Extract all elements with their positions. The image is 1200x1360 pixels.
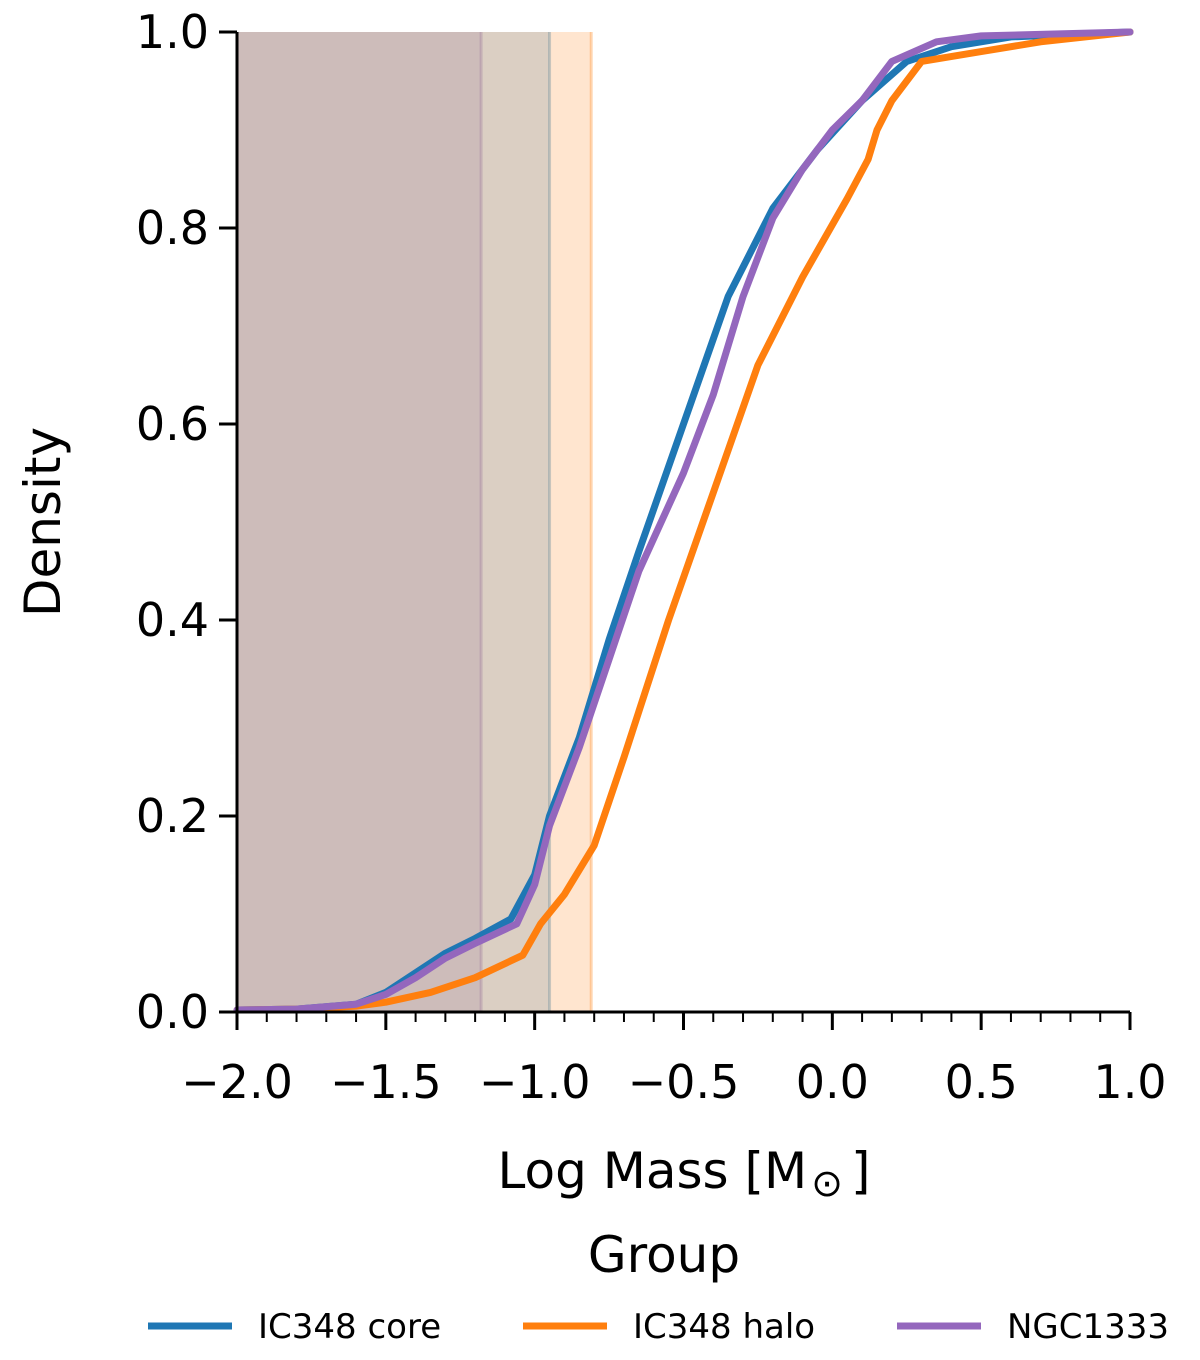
y-tick-label: 1.0 [136, 5, 209, 59]
y-axis-title: Density [14, 427, 72, 617]
y-tick-label: 0.8 [136, 201, 209, 255]
x-tick-label: 1.0 [1093, 1055, 1166, 1109]
x-ticks: −2.0 −1.5 −1.0 −0.5 0.0 0.5 1.0 [181, 1012, 1167, 1109]
y-tick-label: 0.6 [136, 397, 209, 451]
x-tick-label: −0.5 [628, 1055, 740, 1109]
y-tick-label: 0.4 [136, 593, 209, 647]
x-tick-label: 0.5 [945, 1055, 1018, 1109]
legend-title: Group [588, 1226, 740, 1284]
shaded-region-0 [237, 32, 482, 1012]
series-line-ngc1333 [233, 28, 1134, 1014]
legend: IC348 core IC348 halo NGC1333 [148, 1307, 1169, 1347]
y-ticks: 0.0 0.2 0.4 0.6 0.8 1.0 [136, 5, 237, 1039]
x-tick-label: −2.0 [181, 1055, 293, 1109]
x-axis-title-symbol: ⊙ [811, 1161, 843, 1205]
legend-label-1: IC348 halo [633, 1307, 815, 1347]
x-tick-label: −1.0 [479, 1055, 591, 1109]
x-tick-label: −1.5 [330, 1055, 442, 1109]
x-axis-title: Log Mass [M ⊙] [498, 1142, 871, 1205]
legend-label-2: NGC1333 [1007, 1307, 1169, 1347]
shaded-region-2 [237, 32, 592, 1012]
x-axis-title-suffix: ] [851, 1142, 871, 1200]
x-axis-title-main: Log Mass [M [498, 1142, 808, 1200]
shaded-regions [237, 32, 593, 1012]
y-tick-label: 0.2 [136, 789, 209, 843]
shaded-region-1 [237, 32, 550, 1012]
x-tick-label: 0.0 [796, 1055, 869, 1109]
series-lines [233, 28, 1134, 1014]
y-tick-label: 0.0 [136, 985, 209, 1039]
series-line-ic348-halo [233, 28, 1134, 1014]
legend-label-0: IC348 core [258, 1307, 441, 1347]
